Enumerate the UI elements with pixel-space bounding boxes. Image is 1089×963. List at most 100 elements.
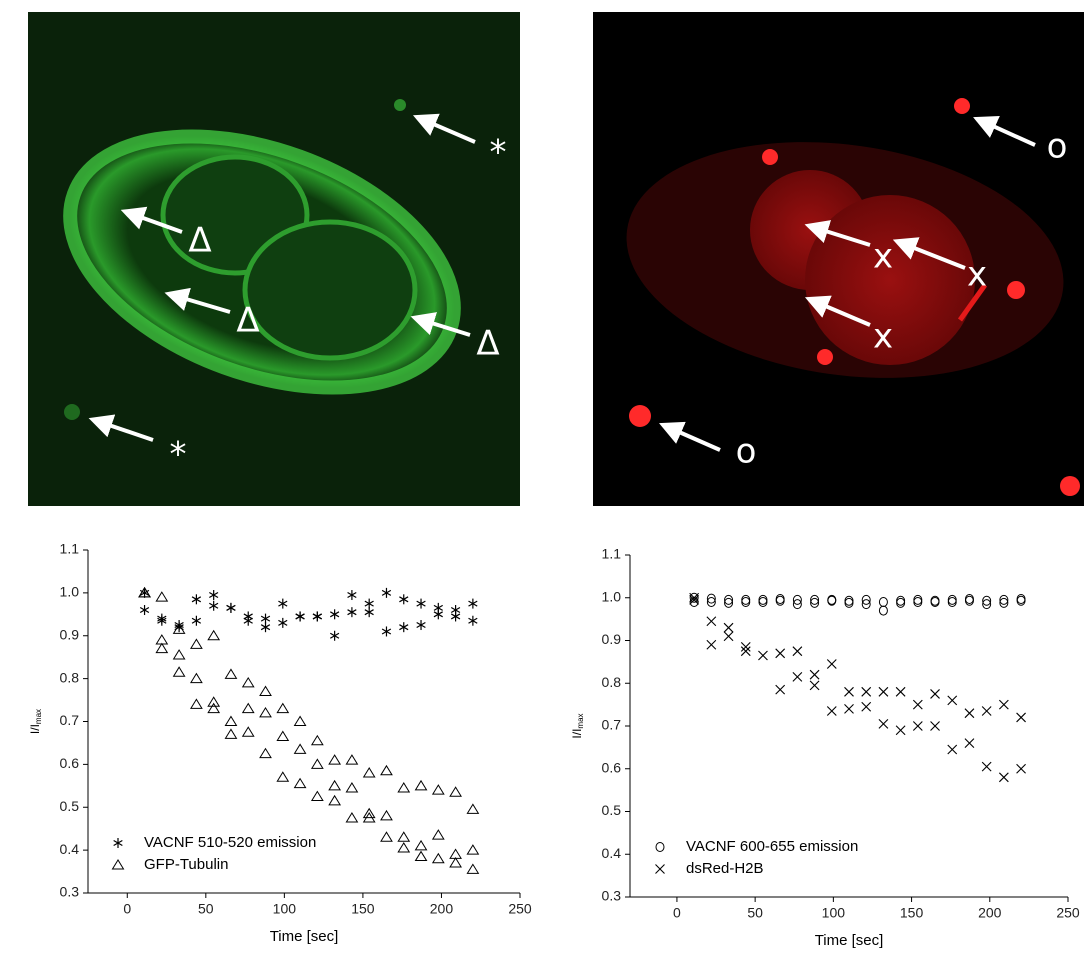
- y-axis-label: I/Imax: [570, 713, 585, 738]
- data-point: [689, 592, 699, 603]
- data-point: [964, 708, 975, 719]
- data-point: [878, 686, 889, 697]
- data-point: [689, 592, 700, 603]
- marker-stroke: [981, 706, 992, 716]
- marker-stroke: [1016, 712, 1026, 723]
- data-point: [706, 616, 717, 627]
- data-point: [381, 587, 392, 598]
- data-point: [380, 764, 393, 776]
- marker-shape: [449, 857, 462, 868]
- data-point: [224, 715, 238, 726]
- marker-shape: [896, 595, 906, 606]
- data-point: [878, 718, 889, 729]
- legend-label: VACNF 600-655 emission: [686, 838, 858, 855]
- data-point: [450, 611, 461, 622]
- marker-shape: [810, 597, 820, 608]
- data-point: [861, 594, 871, 605]
- data-point: [449, 786, 462, 797]
- marker-stroke: [775, 648, 786, 659]
- marker-stroke: [964, 708, 975, 719]
- marker-shape: [259, 706, 272, 718]
- y-tick-label: 1.1: [60, 541, 80, 557]
- marker-shape: [224, 728, 238, 739]
- marker-stroke: [912, 699, 923, 710]
- legend-marker: [655, 842, 665, 852]
- marker-stroke: [861, 686, 872, 697]
- image-label: x: [967, 255, 987, 295]
- marker-shape: [741, 597, 751, 608]
- data-point: [895, 686, 906, 697]
- data-point: [278, 617, 288, 628]
- marker-stroke: [826, 659, 837, 669]
- marker-shape: [328, 794, 342, 806]
- marker-stroke: [740, 642, 751, 652]
- y-tick-label: 0.7: [602, 717, 622, 733]
- marker-shape: [758, 594, 768, 605]
- data-point: [930, 689, 940, 699]
- data-point: [723, 631, 734, 642]
- marker-shape: [380, 809, 393, 821]
- data-point: [345, 781, 359, 793]
- y-tick-label: 0.6: [60, 755, 80, 771]
- data-point: [775, 648, 786, 659]
- image-label: x: [873, 317, 893, 357]
- marker-shape: [982, 595, 992, 606]
- marker-stroke: [981, 761, 992, 772]
- marker-stroke: [758, 650, 768, 661]
- y-axis-label-main: I/I: [570, 729, 584, 739]
- marker-shape: [293, 715, 307, 726]
- data-point: [380, 831, 393, 842]
- marker-shape: [982, 599, 992, 610]
- marker-stroke: [809, 680, 820, 691]
- data-point: [930, 597, 940, 608]
- marker-stroke: [450, 613, 461, 620]
- data-point: [466, 844, 480, 855]
- image-label: Δ: [236, 301, 259, 341]
- marker-shape: [328, 754, 342, 765]
- marker-stroke: [139, 607, 150, 614]
- marker-shape: [466, 863, 480, 874]
- y-tick-label: 0.3: [60, 884, 80, 900]
- data-point: [792, 671, 803, 682]
- marker-shape: [362, 766, 376, 778]
- marker-stroke: [347, 609, 357, 616]
- x-tick-label: 150: [351, 901, 375, 917]
- marker-stroke: [416, 622, 426, 629]
- marker-stroke: [895, 686, 906, 697]
- data-point: [397, 781, 411, 793]
- marker-shape: [896, 597, 906, 608]
- data-point: [913, 594, 923, 605]
- data-point: [399, 594, 409, 605]
- y-tick-label: 1.0: [602, 588, 622, 604]
- data-point: [293, 777, 307, 789]
- marker-stroke: [912, 721, 923, 731]
- y-axis-label-sub: max: [576, 713, 585, 728]
- data-point: [826, 659, 837, 669]
- data-point: [155, 591, 169, 602]
- marker-shape: [190, 672, 203, 684]
- data-point: [844, 597, 854, 608]
- marker-stroke: [209, 591, 219, 599]
- marker-shape: [827, 595, 837, 606]
- data-point: [414, 839, 428, 851]
- marker-stroke: [723, 631, 734, 642]
- data-point: [241, 676, 255, 688]
- marker-shape: [810, 594, 820, 605]
- marker-shape: [207, 629, 221, 641]
- marker-shape: [414, 850, 428, 862]
- data-point: [827, 595, 837, 606]
- data-point: [861, 686, 872, 697]
- x-tick-label: 200: [978, 905, 1002, 921]
- data-point: [861, 599, 871, 610]
- marker-stroke: [740, 646, 751, 657]
- marker-shape: [345, 754, 359, 765]
- marker-shape: [207, 702, 221, 714]
- x-axis-label: Time [sec]: [815, 932, 884, 949]
- marker-shape: [397, 842, 411, 853]
- data-point: [399, 622, 409, 633]
- marker-shape: [380, 831, 393, 842]
- marker-shape: [155, 642, 169, 654]
- data-point: [345, 754, 359, 765]
- data-point: [431, 852, 445, 864]
- data-point: [276, 702, 290, 714]
